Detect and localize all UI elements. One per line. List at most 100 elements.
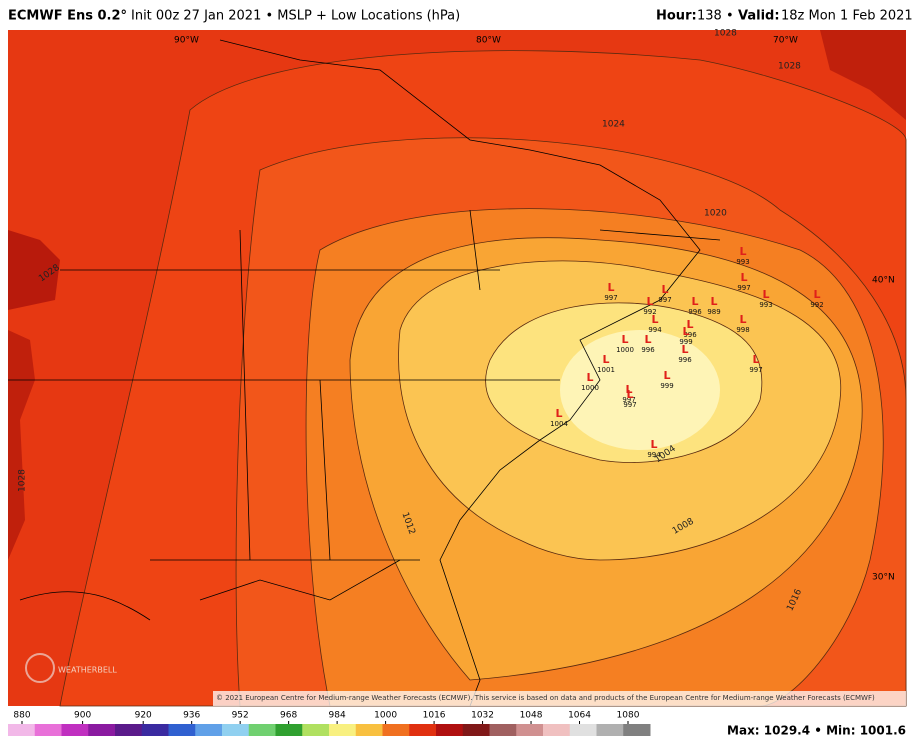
colorbar-cell (436, 724, 464, 736)
low-marker: L (555, 407, 562, 420)
colorbar-cell (88, 724, 116, 736)
lat-label: 30°N (872, 573, 895, 583)
low-marker: L (739, 313, 746, 326)
hour: 138 • (697, 9, 734, 24)
hour-label: Hour: (656, 9, 697, 24)
colorbar-tick-label: 936 (183, 711, 200, 721)
colorbar-cell (329, 724, 357, 736)
lon-label: 70°W (773, 36, 798, 46)
colorbar-cell (462, 724, 490, 736)
colorbar-cell (596, 724, 624, 736)
low-pressure: 997 (622, 396, 635, 404)
colorbar-cell (8, 724, 36, 736)
low-pressure: 1000 (581, 384, 599, 392)
high-area (8, 230, 60, 310)
lat-label: 40°N (872, 276, 895, 286)
colorbar-cell (168, 724, 196, 736)
low-pressure: 996 (688, 308, 702, 316)
low-pressure: 998 (736, 326, 749, 334)
low-pressure: 996 (678, 356, 692, 364)
colorbar-cell (248, 724, 276, 736)
lon-label: 80°W (476, 36, 501, 46)
low-pressure: 1004 (550, 420, 568, 428)
low-marker: L (752, 353, 759, 366)
colorbar-tick-label: 1032 (471, 711, 494, 721)
colorbar-tick-label: 1080 (617, 711, 640, 721)
low-pressure: 999 (660, 382, 673, 390)
low-pressure: 999 (679, 338, 692, 346)
low-marker: L (650, 438, 657, 451)
colorbar-tick-label: 1048 (520, 711, 543, 721)
colorbar: 880 900 920 936 952 968 984 1000 1016 1032 1048 106… (8, 711, 651, 736)
colorbar-tick-label: 1016 (423, 711, 446, 721)
contour-label: 1028 (18, 469, 28, 492)
low-marker: L (646, 295, 653, 308)
low-marker: L (682, 325, 689, 338)
low-pressure: 1001 (597, 366, 615, 374)
low-marker: L (651, 313, 658, 326)
colorbar-cell (115, 724, 143, 736)
colorbar-cell (355, 724, 383, 736)
map: 40°N 30°N 90°W 80°W 70°W 1028 1028 1024 … (8, 29, 907, 707)
low-pressure: 996 (641, 346, 655, 354)
low-pressure: 989 (707, 308, 720, 316)
copyright-bg (213, 691, 906, 706)
state-borders (8, 209, 721, 561)
contour-label: 1020 (704, 209, 727, 219)
low-marker: L (607, 281, 614, 294)
valid-label: Valid: (738, 9, 780, 24)
logo: WEATHERBELL (58, 666, 117, 675)
low-marker: L (602, 353, 609, 366)
colorbar-tick-label: 1064 (568, 711, 591, 721)
colorbar-cell (409, 724, 437, 736)
contour-label: 1028 (778, 62, 801, 72)
low-marker: L (681, 343, 688, 356)
low-marker: L (644, 333, 651, 346)
low-pressure: 997 (737, 284, 750, 292)
colorbar-cell (61, 724, 89, 736)
coastline (219, 39, 701, 707)
colorbar-cell (569, 724, 597, 736)
high-area (820, 30, 906, 120)
colorbar-cell (222, 724, 250, 736)
colorbar-cell (34, 724, 62, 736)
low-marker: L (626, 388, 633, 401)
lon-label: 90°W (174, 36, 199, 46)
contour-label: 1024 (602, 120, 625, 130)
low-pressure: 993 (736, 258, 749, 266)
colorbar-cell (302, 724, 330, 736)
low-pressure: 994 (648, 326, 662, 334)
low-pressure: 997 (623, 401, 636, 409)
colorbar-cell (141, 724, 169, 736)
low-core (560, 330, 720, 450)
colorbar-cell (382, 724, 410, 736)
low-pressure: 994 (647, 451, 661, 459)
colorbar-cell (623, 724, 651, 736)
low-marker: L (762, 288, 769, 301)
model-name: ECMWF Ens 0.2° (8, 9, 127, 24)
colorbar-tick-label: 920 (135, 711, 152, 721)
low-pressure: 997 (604, 294, 617, 302)
colorbar-tick-label: 968 (280, 711, 297, 721)
colorbar-tick-label: 900 (74, 711, 91, 721)
low-pressure: 992 (810, 301, 823, 309)
low-marker: L (691, 295, 698, 308)
max-min: Max: 1029.4 • Min: 1001.6 (727, 724, 906, 738)
colorbar-tick-label: 952 (232, 711, 249, 721)
colorbar-cell (489, 724, 517, 736)
valid: 18z Mon 1 Feb 2021 (781, 9, 913, 24)
colorbar-tick-label: 880 (13, 711, 30, 721)
low-marker: L (739, 245, 746, 258)
colorbar-cell (195, 724, 223, 736)
low-pressure: 992 (643, 308, 656, 316)
low-marker: L (663, 369, 670, 382)
low-marker: L (661, 283, 668, 296)
low-pressure: 997 (749, 366, 762, 374)
low-pressure: 997 (658, 296, 671, 304)
logo-icon (25, 653, 55, 683)
low-marker: L (625, 383, 632, 396)
colorbar-cell (516, 724, 544, 736)
low-marker: L (710, 295, 717, 308)
